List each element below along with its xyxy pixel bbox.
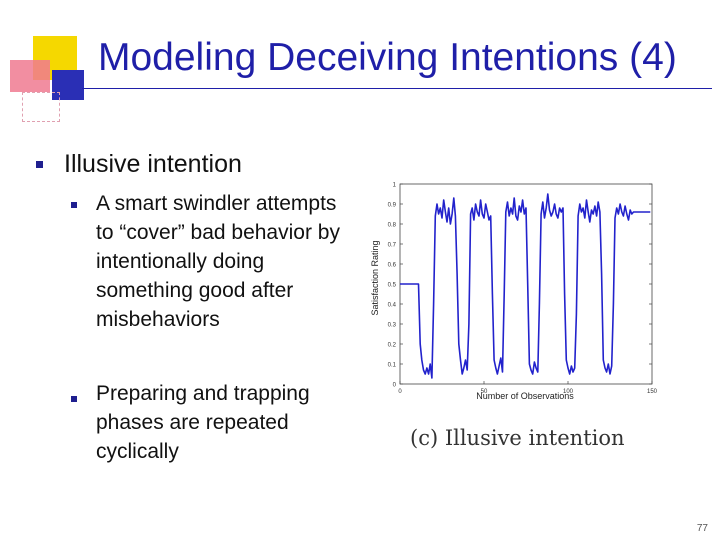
bullet-marker bbox=[36, 161, 43, 168]
bullet-marker bbox=[71, 202, 77, 208]
y-tick-label: 0.7 bbox=[388, 243, 397, 249]
y-tick-label: 0.8 bbox=[388, 223, 397, 229]
bullet-preparing-trapping: Preparing and trapping phases are repeat… bbox=[96, 382, 310, 463]
y-tick-label: 0.3 bbox=[388, 323, 397, 329]
decor-pink-square bbox=[22, 92, 60, 122]
x-axis-label: Number of Observations bbox=[476, 391, 574, 401]
x-tick-label: 150 bbox=[647, 389, 658, 395]
chart-plot-area bbox=[400, 193, 651, 379]
y-tick-label: 0 bbox=[393, 383, 397, 389]
chart-axes: 0 0.1 0.2 0.3 0.4 0.5 0.6 0.7 0.8 0.9 1 0 50 100 150 bbox=[388, 183, 658, 396]
y-tick-label: 0.6 bbox=[388, 263, 397, 269]
y-tick-label: 0.9 bbox=[388, 203, 397, 209]
page-number: 77 bbox=[696, 523, 708, 534]
decor-red-square bbox=[10, 60, 50, 92]
slide-title: Modeling Deceiving Intentions (4) bbox=[98, 36, 677, 79]
bullet-illusive-intention: Illusive intention bbox=[64, 150, 242, 178]
y-axis-label: Satisfaction Rating bbox=[370, 240, 380, 315]
y-tick-label: 0.2 bbox=[388, 343, 397, 349]
satisfaction-chart: 0 0.1 0.2 0.3 0.4 0.5 0.6 0.7 0.8 0.9 1 0 50 100 150 N… bbox=[370, 183, 658, 402]
y-tick-label: 1 bbox=[393, 183, 397, 189]
decor-blue-square bbox=[52, 70, 84, 100]
bullet-marker bbox=[71, 396, 77, 402]
x-tick-label: 100 bbox=[563, 389, 574, 395]
y-tick-label: 0.5 bbox=[388, 283, 397, 289]
y-tick-label: 0.4 bbox=[388, 303, 397, 309]
x-tick-label: 50 bbox=[481, 389, 488, 395]
title-underline bbox=[82, 88, 712, 89]
bullet-smart-swindler: A smart swindler attempts to “cover” bad… bbox=[96, 192, 340, 331]
series-line bbox=[400, 193, 651, 379]
y-tick-label: 0.1 bbox=[388, 363, 397, 369]
figure-caption: (c) Illusive intention bbox=[410, 426, 625, 450]
x-tick-label: 0 bbox=[398, 389, 402, 395]
